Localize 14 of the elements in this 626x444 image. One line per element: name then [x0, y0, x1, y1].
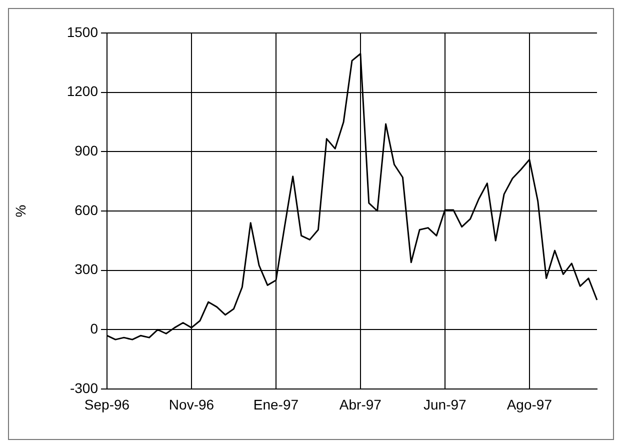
y-tick-label: 1500 [66, 24, 98, 40]
x-tick-label: Jun-97 [424, 396, 467, 412]
y-axis-title: % [12, 204, 28, 218]
y-tick-label: -300 [70, 380, 98, 396]
x-tick-label: Nov-96 [168, 396, 214, 412]
y-tick-label: 300 [74, 261, 98, 278]
y-tick-label: 1200 [66, 83, 98, 100]
y-tick-label: 0 [90, 320, 98, 337]
x-tick-label: Ago-97 [506, 396, 552, 412]
x-tick-label: Ene-97 [253, 396, 299, 412]
x-tick-label: Abr-97 [339, 396, 382, 412]
y-tick-label: 900 [74, 142, 98, 159]
x-tick-label: Sep-96 [84, 396, 130, 412]
y-tick-label: 600 [74, 202, 98, 218]
